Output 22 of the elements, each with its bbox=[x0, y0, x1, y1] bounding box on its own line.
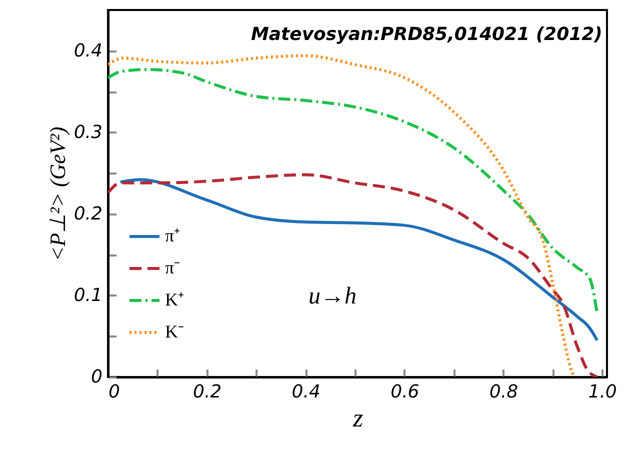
x-axis-title: z bbox=[352, 404, 364, 432]
legend-label: π⁺ bbox=[165, 226, 180, 246]
x-tick-label: 1.0 bbox=[588, 382, 617, 402]
y-axis-title: <P⊥²> (GeV²) bbox=[44, 126, 70, 262]
y-tick-label: 0.1 bbox=[74, 284, 102, 306]
y-tick-label: 0 bbox=[91, 366, 102, 388]
x-tick-label: 0.8 bbox=[489, 382, 518, 402]
x-tick-label: 0.4 bbox=[292, 382, 320, 402]
line-series bbox=[108, 54, 576, 377]
annotation: u→h bbox=[308, 283, 357, 310]
x-tick-label: 0.6 bbox=[390, 382, 420, 402]
text: Matevosyan:PRD85,014021 (2012) bbox=[250, 24, 602, 45]
y-tick-label: 0.3 bbox=[74, 122, 102, 143]
legend-label: π⁻ bbox=[165, 258, 180, 278]
legend-label: K⁻ bbox=[165, 322, 184, 342]
line-series bbox=[118, 178, 599, 342]
x-tick-label: 0.2 bbox=[192, 382, 222, 402]
y-tick-label: 0.2 bbox=[74, 203, 102, 224]
line-series bbox=[108, 173, 599, 377]
x-tick-label: 0 bbox=[108, 382, 120, 402]
y-tick-label: 0.4 bbox=[74, 40, 102, 62]
legend-label: K⁺ bbox=[165, 290, 184, 310]
